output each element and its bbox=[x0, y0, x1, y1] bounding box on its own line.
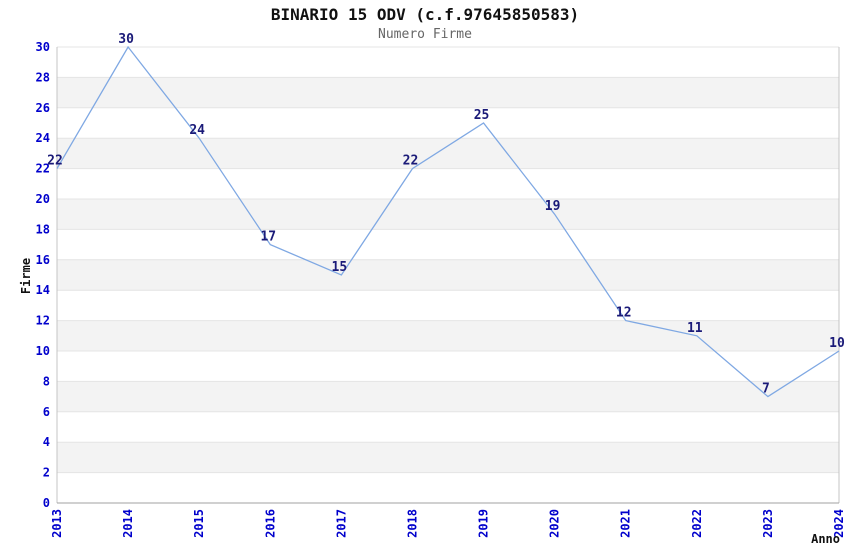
x-tick-label: 2024 bbox=[832, 509, 846, 538]
y-tick-label: 2 bbox=[43, 466, 50, 480]
x-tick-label: 2017 bbox=[334, 509, 348, 538]
grid-band bbox=[57, 320, 839, 351]
grid-band bbox=[57, 199, 839, 230]
data-point-label: 15 bbox=[332, 260, 348, 275]
grid-band bbox=[57, 259, 839, 291]
y-tick-label: 14 bbox=[36, 283, 50, 297]
data-point-label: 12 bbox=[616, 306, 632, 321]
y-tick-label: 6 bbox=[43, 405, 50, 419]
chart-title: BINARIO 15 ODV (c.f.97645850583) bbox=[270, 5, 580, 24]
grid-band bbox=[57, 381, 839, 412]
data-point-label: 7 bbox=[762, 382, 770, 397]
x-axis-title: Anno bbox=[811, 532, 840, 546]
grid-band bbox=[57, 138, 839, 169]
x-tick-label: 2020 bbox=[548, 509, 562, 538]
chart-subtitle: Numero Firme bbox=[378, 27, 472, 42]
y-tick-label: 22 bbox=[36, 162, 50, 176]
y-tick-label: 26 bbox=[36, 101, 50, 115]
y-tick-label: 30 bbox=[36, 40, 50, 54]
x-tick-label: 2023 bbox=[761, 509, 775, 538]
y-tick-label: 12 bbox=[36, 314, 50, 328]
grid-band bbox=[57, 77, 839, 108]
y-axis-title: Firme bbox=[19, 258, 33, 294]
x-tick-label: 2019 bbox=[477, 509, 491, 538]
x-tick-label: 2018 bbox=[405, 509, 419, 538]
data-point-label: 10 bbox=[829, 336, 845, 351]
y-tick-label: 24 bbox=[36, 131, 50, 145]
data-point-label: 17 bbox=[260, 230, 276, 245]
grid-band bbox=[57, 442, 839, 473]
data-point-label: 22 bbox=[403, 154, 419, 169]
y-tick-label: 28 bbox=[36, 70, 50, 84]
y-tick-label: 20 bbox=[36, 192, 50, 206]
x-tick-label: 2013 bbox=[50, 509, 64, 538]
series-line bbox=[56, 45, 840, 398]
x-tick-label: 2015 bbox=[192, 509, 206, 538]
data-point-label: 11 bbox=[687, 321, 703, 336]
x-tick-label: 2021 bbox=[619, 509, 633, 538]
y-tick-label: 8 bbox=[43, 374, 50, 388]
y-tick-label: 0 bbox=[43, 496, 50, 510]
data-point-label: 25 bbox=[474, 108, 490, 123]
data-point-label: 22 bbox=[47, 154, 63, 169]
x-tick-label: 2014 bbox=[121, 509, 135, 538]
data-point-label: 30 bbox=[118, 32, 134, 47]
y-tick-label: 4 bbox=[43, 435, 50, 449]
data-point-label: 24 bbox=[189, 123, 205, 138]
x-tick-label: 2022 bbox=[690, 509, 704, 538]
y-tick-label: 18 bbox=[36, 222, 50, 236]
x-tick-label: 2016 bbox=[263, 509, 277, 538]
y-tick-label: 16 bbox=[36, 253, 50, 267]
y-tick-label: 10 bbox=[36, 344, 50, 358]
data-point-label: 19 bbox=[545, 199, 561, 214]
